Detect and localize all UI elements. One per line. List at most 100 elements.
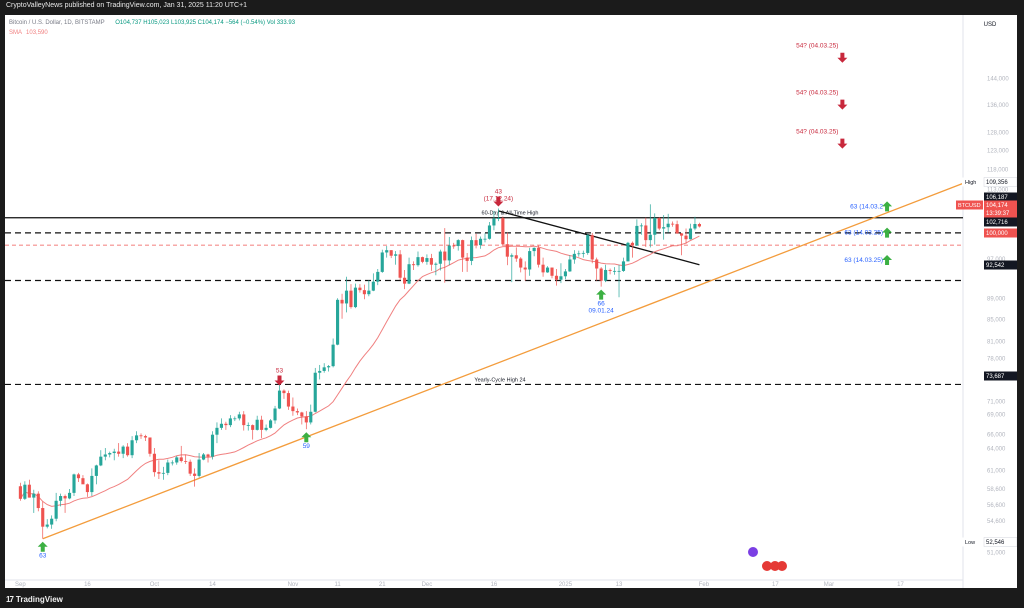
candle-body[interactable]	[300, 412, 304, 417]
candle-body[interactable]	[559, 276, 563, 280]
candle-body[interactable]	[461, 240, 465, 258]
candle-body[interactable]	[657, 218, 661, 229]
candle-body[interactable]	[126, 446, 130, 456]
candle-body[interactable]	[85, 484, 89, 493]
candle-body[interactable]	[336, 299, 340, 345]
candle-body[interactable]	[215, 427, 219, 435]
candle-body[interactable]	[639, 225, 643, 227]
candle-body[interactable]	[403, 277, 407, 284]
candle-body[interactable]	[617, 270, 621, 272]
candle-body[interactable]	[81, 478, 85, 485]
candle-body[interactable]	[568, 259, 572, 272]
candle-body[interactable]	[201, 454, 206, 460]
candle-body[interactable]	[679, 233, 684, 236]
candle-body[interactable]	[407, 264, 411, 284]
candle-body[interactable]	[237, 414, 241, 419]
down-arrow-icon[interactable]	[837, 99, 848, 110]
candle-body[interactable]	[322, 367, 326, 371]
candle-body[interactable]	[304, 416, 308, 423]
candle-body[interactable]	[23, 484, 27, 499]
candle-body[interactable]	[398, 254, 402, 278]
candle-body[interactable]	[291, 406, 295, 412]
candle-body[interactable]	[416, 257, 420, 266]
chart-panel[interactable]: 60-Day & All-Time High Yearly-Cycle High …	[5, 15, 1018, 588]
candle-body[interactable]	[688, 228, 693, 240]
candle-body[interactable]	[117, 451, 121, 454]
candle-body[interactable]	[671, 223, 675, 225]
candle-body[interactable]	[112, 451, 116, 454]
candle-body[interactable]	[666, 223, 670, 228]
candle-body[interactable]	[224, 423, 228, 426]
candle-body[interactable]	[277, 390, 282, 409]
candle-body[interactable]	[411, 264, 416, 266]
candle-body[interactable]	[99, 456, 103, 466]
candle-body[interactable]	[103, 454, 107, 457]
candle-body[interactable]	[514, 255, 518, 259]
up-arrow-icon[interactable]	[882, 201, 893, 212]
support-trendline[interactable]	[42, 182, 964, 540]
candle-body[interactable]	[563, 271, 567, 277]
candle-body[interactable]	[581, 252, 585, 254]
candle-body[interactable]	[184, 461, 188, 462]
candle-body[interactable]	[693, 223, 697, 229]
candle-body[interactable]	[447, 245, 451, 261]
candle-body[interactable]	[541, 264, 545, 273]
candle-body[interactable]	[385, 250, 389, 253]
candle-body[interactable]	[483, 238, 487, 240]
candle-body[interactable]	[501, 218, 505, 245]
candle-body[interactable]	[269, 420, 273, 428]
candle-body[interactable]	[496, 218, 500, 219]
candle-body[interactable]	[590, 235, 594, 260]
flag-icon[interactable]	[777, 561, 787, 571]
candle-body[interactable]	[255, 419, 259, 430]
candle-body[interactable]	[394, 254, 398, 256]
candle-body[interactable]	[537, 247, 541, 265]
candle-body[interactable]	[27, 484, 31, 498]
candle-body[interactable]	[344, 290, 349, 304]
candle-body[interactable]	[327, 366, 331, 368]
candle-body[interactable]	[242, 414, 246, 426]
candle-body[interactable]	[188, 461, 192, 474]
candle-body[interactable]	[67, 492, 72, 499]
candle-body[interactable]	[443, 251, 447, 261]
candle-body[interactable]	[662, 227, 666, 229]
candle-body[interactable]	[175, 457, 179, 463]
candle-body[interactable]	[349, 290, 353, 308]
candle-body[interactable]	[282, 390, 286, 394]
candle-body[interactable]	[550, 267, 554, 276]
candle-body[interactable]	[148, 437, 152, 454]
candle-body[interactable]	[474, 240, 478, 246]
candle-body[interactable]	[505, 244, 509, 257]
candle-body[interactable]	[586, 235, 590, 253]
candle-body[interactable]	[170, 462, 174, 464]
candle-body[interactable]	[523, 267, 527, 270]
candle-body[interactable]	[134, 435, 139, 441]
candle-body[interactable]	[295, 411, 299, 413]
candle-body[interactable]	[429, 258, 433, 265]
candle-body[interactable]	[487, 225, 492, 239]
candle-body[interactable]	[130, 440, 134, 456]
candle-body[interactable]	[367, 290, 371, 295]
candle-body[interactable]	[251, 425, 255, 430]
candle-body[interactable]	[434, 263, 438, 265]
candle-body[interactable]	[577, 253, 581, 255]
candle-body[interactable]	[264, 427, 268, 430]
candle-body[interactable]	[621, 261, 626, 271]
candle-body[interactable]	[54, 500, 58, 519]
down-arrow-icon[interactable]	[274, 375, 285, 386]
candle-body[interactable]	[121, 446, 125, 454]
candle-body[interactable]	[59, 496, 63, 501]
candle-body[interactable]	[492, 218, 496, 226]
candle-body[interactable]	[452, 245, 456, 247]
candle-body[interactable]	[50, 518, 54, 525]
candle-body[interactable]	[380, 252, 384, 272]
candle-body[interactable]	[318, 370, 322, 373]
candle-body[interactable]	[465, 257, 469, 261]
candle-body[interactable]	[90, 475, 94, 493]
candle-body[interactable]	[353, 287, 358, 308]
candle-body[interactable]	[362, 290, 366, 295]
down-arrow-icon[interactable]	[837, 52, 848, 63]
candle-body[interactable]	[376, 271, 380, 282]
candle-body[interactable]	[45, 524, 49, 527]
